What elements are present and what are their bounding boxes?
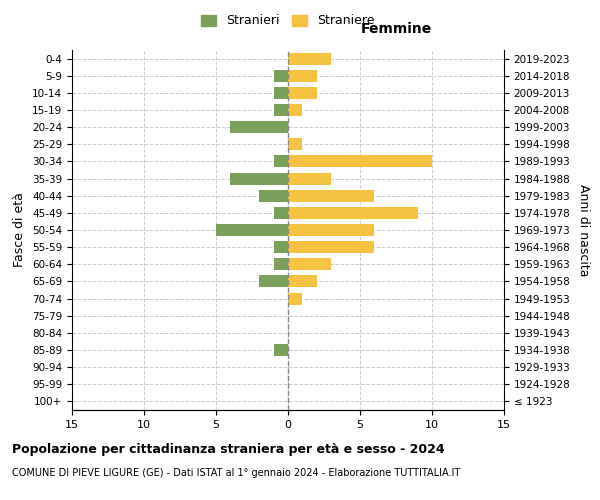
Bar <box>288 207 418 219</box>
Bar <box>288 276 317 287</box>
Bar <box>230 172 288 184</box>
Bar <box>288 292 302 304</box>
Bar <box>274 344 288 356</box>
Bar <box>288 138 302 150</box>
Bar <box>216 224 288 236</box>
Bar <box>274 104 288 116</box>
Bar <box>274 156 288 168</box>
Bar <box>288 70 317 82</box>
Bar <box>288 156 432 168</box>
Bar <box>274 207 288 219</box>
Bar <box>288 172 331 184</box>
Bar <box>288 87 317 99</box>
Bar <box>259 276 288 287</box>
Bar <box>274 258 288 270</box>
Y-axis label: Anni di nascita: Anni di nascita <box>577 184 590 276</box>
Text: Femmine: Femmine <box>361 22 431 36</box>
Text: Popolazione per cittadinanza straniera per età e sesso - 2024: Popolazione per cittadinanza straniera p… <box>12 442 445 456</box>
Bar <box>274 241 288 253</box>
Bar <box>274 70 288 82</box>
Bar <box>288 224 374 236</box>
Bar <box>230 121 288 133</box>
Bar <box>288 104 302 116</box>
Text: COMUNE DI PIEVE LIGURE (GE) - Dati ISTAT al 1° gennaio 2024 - Elaborazione TUTTI: COMUNE DI PIEVE LIGURE (GE) - Dati ISTAT… <box>12 468 460 477</box>
Bar <box>288 258 331 270</box>
Bar <box>288 52 331 64</box>
Bar <box>288 241 374 253</box>
Legend: Stranieri, Straniere: Stranieri, Straniere <box>196 10 380 32</box>
Bar <box>288 190 374 202</box>
Bar <box>274 87 288 99</box>
Y-axis label: Fasce di età: Fasce di età <box>13 192 26 268</box>
Bar <box>259 190 288 202</box>
